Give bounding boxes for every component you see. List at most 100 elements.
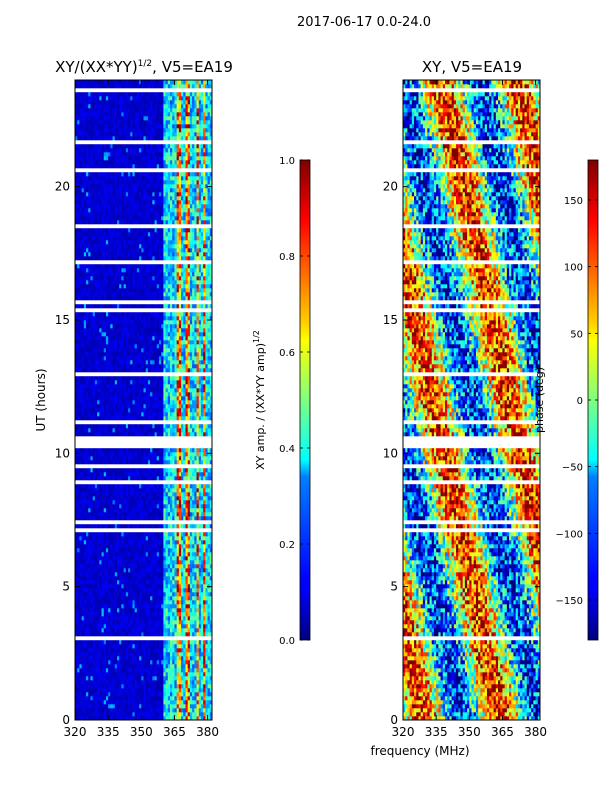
amp-heatmap-cell <box>108 508 111 513</box>
amp-heatmap-cell <box>181 648 184 653</box>
amp-heatmap-cell <box>121 548 124 553</box>
amp-heatmap-cell <box>185 696 188 701</box>
amp-heatmap-cell <box>161 656 164 661</box>
amp-heatmap-cell <box>207 700 211 705</box>
amp-heatmap-cell <box>99 548 102 553</box>
amp-heatmap-cell <box>105 700 109 705</box>
amp-heatmap-cell <box>132 404 135 409</box>
amp-heatmap-cell <box>97 716 100 720</box>
amp-heatmap-cell <box>174 424 177 429</box>
amp-heatmap-cell <box>150 408 153 413</box>
amp-heatmap-cell <box>172 500 175 505</box>
amp-heatmap-cell <box>161 584 164 589</box>
amp-heatmap-cell <box>139 632 142 637</box>
amp-heatmap-cell <box>75 620 78 625</box>
amp-heatmap-cell <box>165 680 169 685</box>
amp-heatmap-cell <box>130 548 133 553</box>
amp-heatmap-cell <box>203 392 206 397</box>
amp-heatmap-cell <box>183 428 186 433</box>
amp-heatmap-cell <box>136 540 140 545</box>
amp-heatmap-cell <box>163 456 166 461</box>
amp-heatmap-cell <box>150 468 153 473</box>
amp-heatmap-cell <box>110 432 113 437</box>
amp-heatmap-cell <box>141 460 144 465</box>
amp-heatmap-cell <box>99 416 102 421</box>
amp-heatmap-cell <box>123 400 127 405</box>
amp-heatmap-cell <box>167 612 171 617</box>
amp-heatmap-cell <box>209 644 212 649</box>
amp-heatmap-cell <box>77 700 80 705</box>
amp-heatmap-cell <box>88 500 91 505</box>
amp-heatmap-cell <box>194 708 197 713</box>
amp-heatmap-cell <box>79 448 82 453</box>
amp-heatmap-cell <box>167 548 171 553</box>
amp-heatmap-cell <box>114 476 118 481</box>
amp-heatmap-cell <box>139 668 142 673</box>
amp-heatmap-cell <box>198 592 202 597</box>
amp-heatmap-cell <box>165 452 169 457</box>
amp-heatmap-cell <box>154 708 158 713</box>
amp-heatmap-cell <box>187 664 191 669</box>
amp-heatmap-cell <box>119 656 122 661</box>
amp-heatmap-cell <box>119 556 122 561</box>
amp-heatmap-cell <box>136 512 140 517</box>
amp-heatmap-cell <box>97 564 100 569</box>
amp-heatmap-cell <box>161 492 164 497</box>
amp-heatmap-cell <box>116 676 120 681</box>
amp-heatmap-cell <box>121 652 124 657</box>
amp-heatmap-cell <box>81 688 85 693</box>
amp-heatmap-cell <box>161 648 164 653</box>
amp-heatmap-cell <box>170 584 173 589</box>
amp-heatmap-cell <box>189 472 193 477</box>
amp-heatmap-cell <box>99 696 102 701</box>
amp-heatmap-cell <box>156 660 160 665</box>
amp-heatmap-cell <box>103 524 107 529</box>
amp-heatmap-cell <box>176 660 180 665</box>
amp-heatmap-cell <box>203 676 206 681</box>
amp-heatmap-cell <box>132 360 135 365</box>
amp-heatmap-cell <box>167 544 171 549</box>
amp-heatmap-cell <box>121 624 124 629</box>
amp-heatmap-cell <box>161 632 164 637</box>
amp-heatmap-cell <box>101 624 105 629</box>
amp-heatmap-cell <box>163 536 166 541</box>
amp-heatmap-cell <box>136 392 140 397</box>
amp-heatmap-cell <box>79 556 82 561</box>
amp-heatmap-cell <box>92 416 96 421</box>
amp-heatmap-cell <box>192 616 195 621</box>
amp-heatmap-cell <box>209 452 212 457</box>
amp-heatmap-cell <box>132 588 135 593</box>
amp-heatmap-cell <box>108 584 111 589</box>
amp-heatmap-cell <box>181 432 184 437</box>
amp-heatmap-cell <box>139 540 142 545</box>
amp-heatmap-cell <box>77 396 80 401</box>
amp-heatmap-cell <box>141 516 144 521</box>
amp-heatmap-cell <box>194 656 197 661</box>
amp-heatmap-cell <box>176 468 180 473</box>
amp-heatmap-cell <box>174 456 177 461</box>
amp-heatmap-cell <box>75 512 78 517</box>
amp-heatmap-cell <box>174 432 177 437</box>
amp-heatmap-cell <box>196 396 200 401</box>
amp-heatmap-cell <box>110 640 113 645</box>
amp-heatmap-cell <box>139 364 142 369</box>
amp-heatmap-cell <box>119 704 122 709</box>
amp-heatmap-cell <box>196 632 200 637</box>
amp-heatmap-cell <box>123 648 127 653</box>
amp-heatmap-cell <box>158 700 162 705</box>
amp-heatmap-cell <box>196 404 200 409</box>
amp-heatmap-cell <box>103 604 107 609</box>
amp-heatmap-cell <box>92 712 96 717</box>
amp-heatmap-cell <box>116 668 120 673</box>
amp-heatmap-cell <box>136 368 140 373</box>
amp-heatmap-cell <box>119 456 122 461</box>
amp-heatmap-cell <box>83 452 87 457</box>
amp-heatmap-cell <box>165 604 169 609</box>
amp-heatmap-cell <box>189 572 193 577</box>
amp-heatmap-cell <box>196 448 200 453</box>
amp-heatmap-cell <box>90 428 93 433</box>
amp-heatmap-cell <box>172 656 175 661</box>
amp-heatmap-cell <box>103 568 107 573</box>
amp-heatmap-cell <box>79 492 82 497</box>
amp-heatmap-cell <box>114 592 118 597</box>
